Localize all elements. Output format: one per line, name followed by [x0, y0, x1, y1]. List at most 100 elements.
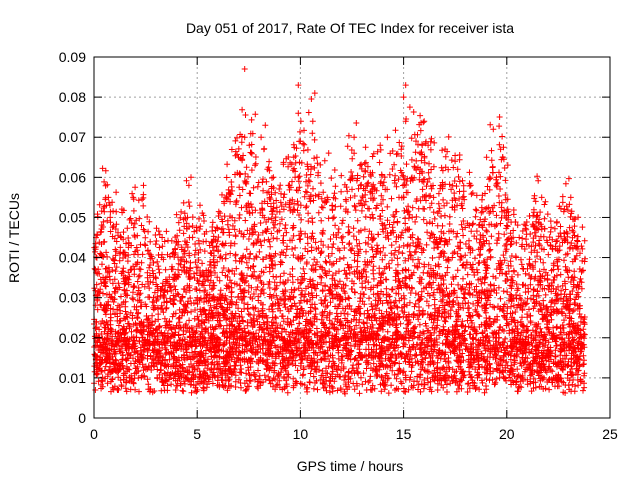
data-point	[285, 277, 291, 284]
data-point	[260, 290, 267, 297]
data-point	[509, 273, 515, 280]
data-point	[243, 386, 250, 393]
data-point	[108, 388, 114, 395]
data-point	[426, 160, 432, 167]
data-point	[294, 198, 301, 205]
data-point	[338, 188, 345, 195]
data-point	[338, 172, 345, 179]
data-point	[568, 240, 575, 247]
data-point	[115, 374, 122, 381]
data-point	[398, 146, 405, 153]
data-point	[465, 245, 472, 252]
data-point	[204, 365, 211, 372]
data-point	[580, 387, 586, 394]
data-point	[484, 183, 491, 190]
data-point	[243, 370, 250, 377]
data-point	[534, 173, 541, 180]
data-point	[381, 174, 388, 181]
data-point	[466, 169, 473, 176]
data-point	[391, 161, 398, 168]
data-point	[176, 227, 183, 234]
data-point	[267, 243, 274, 250]
data-point	[552, 347, 559, 354]
data-point	[245, 173, 251, 180]
data-point	[441, 212, 448, 219]
data-point	[118, 383, 125, 390]
data-point	[315, 209, 322, 216]
data-point	[233, 265, 240, 272]
data-point	[259, 286, 266, 293]
data-point	[268, 215, 275, 222]
data-point	[134, 278, 141, 285]
data-point	[512, 309, 519, 315]
data-point	[215, 234, 222, 241]
data-point	[430, 209, 437, 216]
data-point	[528, 331, 535, 338]
data-point	[428, 166, 435, 173]
data-point	[273, 282, 280, 289]
data-point	[250, 291, 257, 297]
data-point	[514, 222, 521, 229]
data-point	[344, 188, 351, 195]
data-point	[493, 183, 500, 190]
data-point	[413, 138, 419, 145]
data-point	[344, 143, 351, 150]
data-point	[473, 228, 480, 235]
data-point	[493, 290, 500, 296]
data-point	[454, 267, 461, 274]
data-point	[507, 230, 514, 237]
data-point	[510, 302, 517, 309]
data-point	[405, 386, 412, 393]
data-point	[304, 248, 311, 255]
data-point	[561, 257, 567, 264]
data-point	[199, 282, 206, 288]
data-point	[364, 163, 371, 170]
data-point	[345, 223, 352, 230]
data-point	[412, 149, 419, 156]
data-point	[527, 312, 534, 319]
data-point	[145, 228, 152, 235]
data-point	[504, 289, 511, 295]
data-point	[110, 223, 117, 229]
data-point	[398, 153, 405, 159]
data-point	[170, 292, 177, 299]
data-point	[420, 216, 427, 223]
data-point	[120, 365, 127, 372]
data-point	[472, 386, 479, 392]
data-point	[289, 279, 296, 286]
data-point	[425, 302, 432, 309]
data-point	[272, 314, 279, 320]
data-point	[255, 385, 262, 392]
data-point	[144, 376, 151, 383]
data-point	[118, 234, 125, 241]
data-point	[521, 359, 528, 366]
data-point	[132, 184, 139, 191]
data-point	[341, 267, 348, 274]
data-point	[374, 282, 381, 289]
data-point	[318, 297, 325, 303]
data-point	[346, 295, 353, 302]
data-point	[398, 169, 405, 176]
data-point	[537, 377, 544, 384]
data-point	[487, 121, 494, 128]
data-point	[394, 255, 401, 262]
data-point	[420, 269, 427, 276]
data-point	[303, 386, 310, 392]
data-point	[304, 189, 310, 196]
data-point	[502, 248, 509, 255]
data-point	[437, 355, 444, 362]
data-point	[530, 287, 537, 293]
data-point	[570, 307, 577, 314]
data-point	[142, 242, 149, 249]
data-point	[557, 223, 564, 230]
data-point	[302, 230, 309, 237]
data-point	[478, 204, 485, 211]
data-point	[221, 198, 227, 205]
data-point	[248, 150, 255, 157]
data-point	[235, 305, 242, 312]
data-point	[292, 244, 299, 251]
data-point	[227, 300, 234, 307]
data-point	[318, 279, 325, 286]
data-point	[382, 225, 389, 232]
data-point	[496, 123, 503, 130]
